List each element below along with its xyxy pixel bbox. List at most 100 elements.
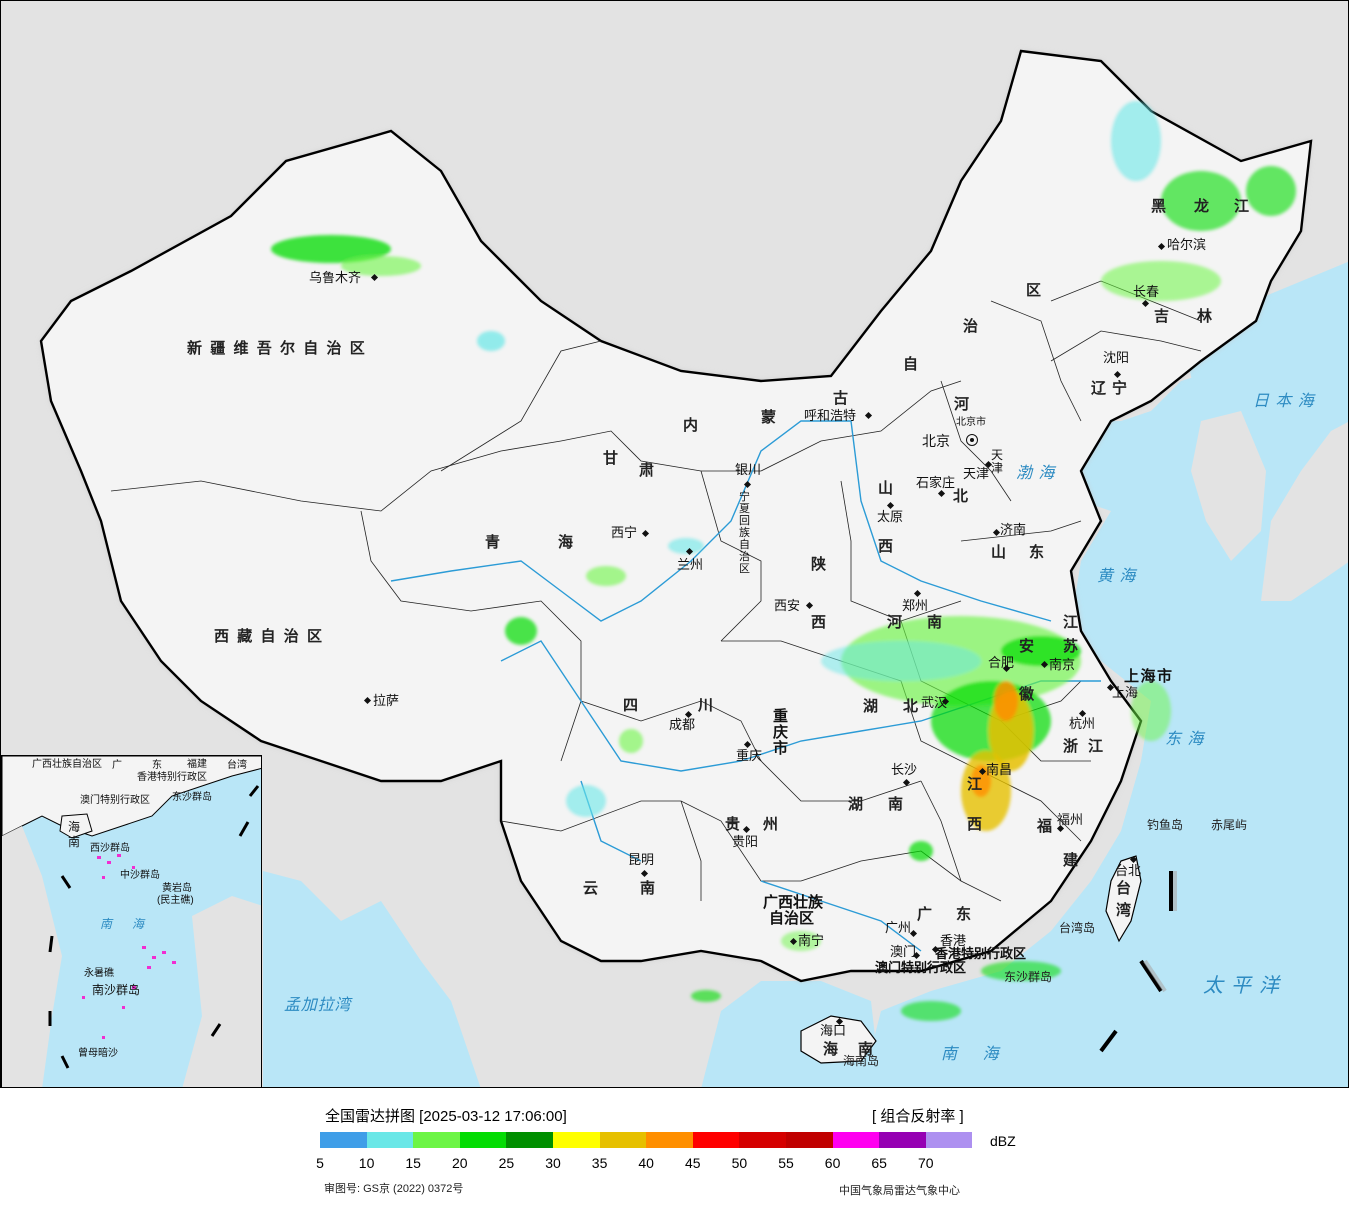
color-swatch <box>692 1132 740 1148</box>
sea-mengjialawan: 孟加拉湾 <box>284 997 352 1014</box>
color-scale-tick: 35 <box>591 1155 608 1171</box>
city-lanzhou: 兰州 <box>677 557 704 572</box>
city-xianggang: 香港 <box>940 933 967 948</box>
sea-ribenhai: 日本海 <box>1253 393 1321 410</box>
legend-title: 全国雷达拼图 [2025-03-12 17:06:00] <box>325 1108 567 1125</box>
color-scale-tick: 20 <box>452 1155 468 1171</box>
city-guangzhou: 广州 <box>885 920 912 935</box>
city-nanning: 南宁 <box>798 933 825 948</box>
label-henan-2: 南 <box>927 614 951 631</box>
label-neimenggu-3: 古 <box>833 390 857 407</box>
label-guizhou-1: 贵 <box>725 816 749 833</box>
label-liaoning-2: 宁 <box>1112 380 1136 397</box>
color-swatch <box>739 1132 786 1148</box>
label-macau-sar: 澳门特别行政区 <box>875 960 967 975</box>
label-hunan-2: 南 <box>888 796 912 813</box>
label-hainan-2: 南 <box>858 1041 882 1058</box>
label-anhui-1: 安 <box>1019 638 1043 655</box>
radar-map[interactable]: 新疆维吾尔自治区 西藏自治区 青 海 甘 肃 内 蒙 古 自 治 区 黑 龙 江… <box>0 0 1349 1088</box>
label-neimenggu-6: 区 <box>1026 282 1050 299</box>
city-hangzhou: 杭州 <box>1069 716 1096 731</box>
label-hunan-1: 湖 <box>848 796 872 813</box>
inset-hongkong-sar: 香港特别行政区 <box>137 772 207 783</box>
label-fujian-2: 建 <box>1063 852 1087 869</box>
inset-zhongshaqundao: 中沙群岛 <box>120 870 160 881</box>
color-swatch <box>646 1132 693 1148</box>
city-taipei: 台北 <box>1115 863 1142 878</box>
city-hefei: 合肥 <box>988 655 1015 670</box>
label-hainan-1: 海 <box>823 1041 847 1058</box>
city-hohhot: 呼和浩特 <box>804 408 857 423</box>
color-swatch <box>366 1132 414 1148</box>
inset-huangyandao: 黄岩岛 <box>162 883 192 894</box>
inset-hainan-2: 南 <box>68 835 81 849</box>
inset-dongshaqundao: 东沙群岛 <box>172 792 212 803</box>
label-zhejiang-1: 浙 <box>1063 738 1087 755</box>
label-yunnan-2: 南 <box>640 880 664 897</box>
label-shandong-1: 山 <box>991 544 1015 561</box>
label-hubei-2: 北 <box>903 698 927 715</box>
label-gansu-2: 肃 <box>639 462 663 479</box>
color-scale-tick: 50 <box>731 1155 748 1171</box>
city-shanghai: 上海 <box>1112 685 1139 700</box>
island-hainandao: 海南岛 <box>843 1054 880 1068</box>
city-haikou: 海口 <box>820 1023 847 1038</box>
korea-land <box>1191 411 1266 561</box>
color-swatch <box>925 1132 973 1148</box>
city-urumqi: 乌鲁木齐 <box>309 270 362 285</box>
island-taiwandao: 台湾岛 <box>1059 921 1096 935</box>
label-beijing-shi: 北京市 <box>956 417 986 428</box>
city-yinchuan: 银川 <box>735 462 762 477</box>
city-guiyang: 贵阳 <box>732 834 759 849</box>
city-wuhan: 武汉 <box>921 695 948 710</box>
label-guangdong-2: 东 <box>956 906 980 923</box>
label-jiangxi-2: 西 <box>967 816 991 833</box>
label-jiangsu-1: 江 <box>1063 614 1087 631</box>
city-taiyuan: 太原 <box>877 509 904 524</box>
color-scale-tick: 40 <box>638 1155 654 1171</box>
city-jinan: 济南 <box>1000 522 1027 537</box>
city-harbin: 哈尔滨 <box>1167 237 1207 252</box>
city-chengdu: 成都 <box>669 717 696 732</box>
legend-panel: 全国雷达拼图 [2025-03-12 17:06:00] [ 组合反射率 ] 5… <box>0 1088 1349 1208</box>
inset-macau-sar: 澳门特别行政区 <box>80 795 150 806</box>
label-shaanxi-1: 陕 <box>811 556 835 573</box>
sea-bengal <box>263 871 481 1087</box>
label-neimenggu-2: 蒙 <box>761 409 785 426</box>
label-taiwan-1: 台 <box>1116 880 1140 897</box>
label-sichuan-2: 川 <box>698 697 722 714</box>
label-heilongjiang-2: 龙 <box>1194 198 1218 215</box>
taiwan-island <box>1105 855 1142 943</box>
label-jilin-2: 林 <box>1197 308 1221 325</box>
sea-bohai: 渤海 <box>1016 465 1061 482</box>
legend-unit: dBZ <box>990 1133 1016 1149</box>
label-ningxia: 宁夏回族自治区 <box>739 491 750 575</box>
label-qinghai-2: 海 <box>558 534 582 551</box>
color-scale-tick: 65 <box>871 1155 887 1171</box>
color-swatch <box>879 1132 926 1148</box>
label-xinjiang: 新疆维吾尔自治区 <box>187 340 374 357</box>
label-heilongjiang-1: 黑 <box>1151 198 1175 215</box>
city-beijing: 北京 <box>922 433 950 449</box>
inset-nanhai-1: 南 <box>100 917 117 931</box>
city-changsha: 长沙 <box>891 762 918 777</box>
label-neimenggu-1: 内 <box>683 417 707 434</box>
island-diaoyudao: 钓鱼岛 <box>1147 818 1184 832</box>
inset-yongshujiao: 永暑礁 <box>84 968 114 979</box>
label-qinghai-1: 青 <box>485 534 509 551</box>
nine-dash-line <box>1099 871 1173 1053</box>
color-swatch <box>320 1132 367 1148</box>
label-shanghai-shi: 上海市 <box>1124 668 1174 685</box>
inset-guangdong-1: 广 <box>112 760 122 771</box>
capital-marker <box>966 434 978 446</box>
color-swatch <box>832 1132 880 1148</box>
label-hebei-1: 河 <box>954 396 978 413</box>
label-gansu-1: 甘 <box>603 450 627 467</box>
color-scale-tick: 10 <box>358 1155 375 1171</box>
label-xizang: 西藏自治区 <box>214 628 331 645</box>
label-liaoning-1: 辽 <box>1091 380 1115 397</box>
island-dongshaqundao: 东沙群岛 <box>1004 970 1053 984</box>
label-shaanxi-2: 西 <box>811 614 835 631</box>
color-swatch <box>785 1132 833 1148</box>
label-hongkong-sar: 香港特别行政区 <box>935 946 1027 961</box>
